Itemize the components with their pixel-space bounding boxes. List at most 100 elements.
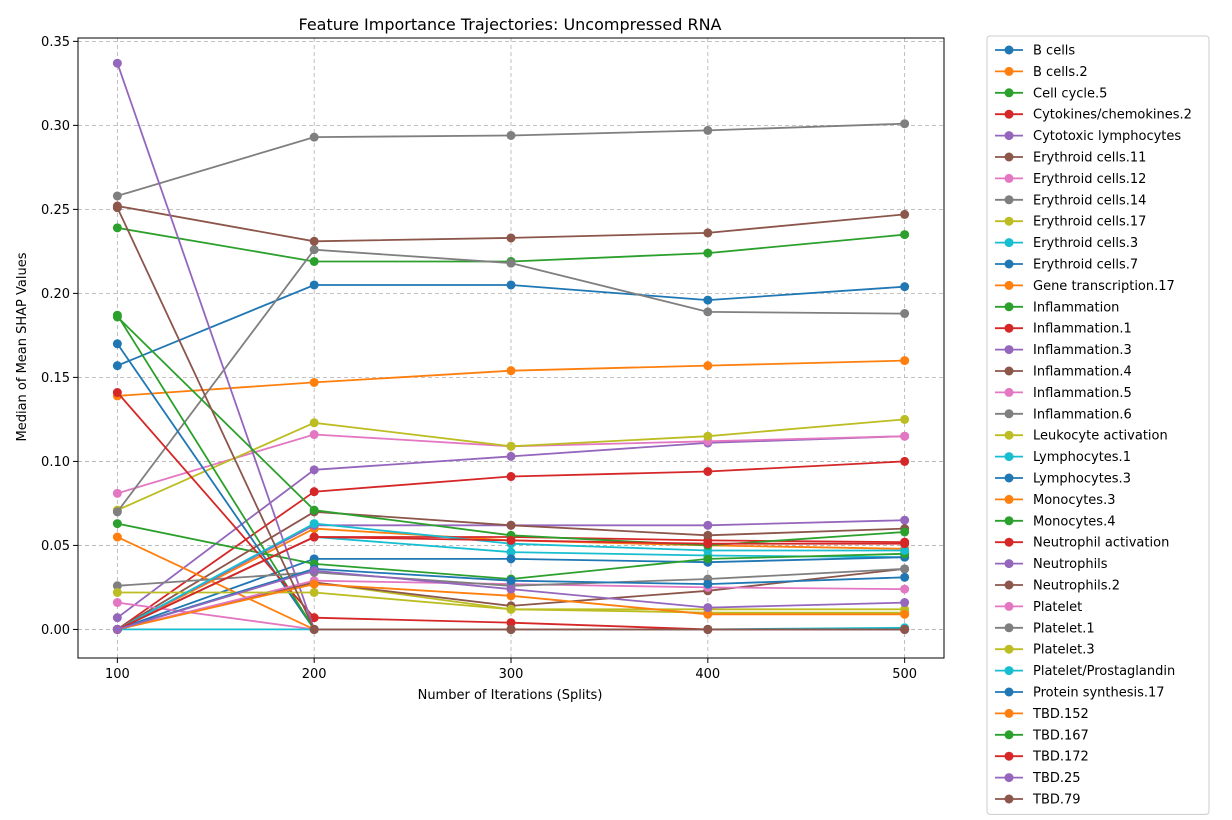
legend-marker — [1004, 366, 1014, 376]
legend-marker — [1004, 259, 1014, 269]
legend-item: Monocytes.4 — [995, 514, 1115, 529]
data-point — [506, 472, 516, 482]
legend-marker — [1004, 109, 1014, 119]
series-1 — [112, 280, 910, 371]
legend-item: B cells — [995, 44, 1075, 59]
legend-marker — [1004, 473, 1014, 483]
x-tick-label: 500 — [892, 667, 917, 682]
data-point — [703, 603, 713, 613]
legend-label: Neutrophils.2 — [1033, 579, 1120, 594]
y-axis-label: Median of Mean SHAP Values — [15, 252, 30, 441]
legend-item: Neutrophils — [995, 557, 1108, 572]
data-point — [112, 191, 122, 201]
data-point — [309, 236, 319, 246]
legend-item: TBD.167 — [995, 728, 1089, 743]
y-tick-label: 0.00 — [41, 623, 70, 638]
legend-item: TBD.172 — [995, 750, 1089, 765]
data-point — [112, 488, 122, 498]
data-point — [900, 431, 910, 441]
data-point — [703, 609, 713, 619]
data-point — [506, 441, 516, 451]
legend-marker — [1004, 409, 1014, 419]
y-tick-label: 0.35 — [41, 35, 70, 50]
legend-item: Lymphocytes.3 — [995, 472, 1131, 487]
legend-label: Lymphocytes.3 — [1033, 472, 1131, 487]
legend-marker — [1004, 559, 1014, 569]
data-point — [112, 532, 122, 542]
data-point — [309, 587, 319, 597]
legend-item: Gene transcription.17 — [995, 279, 1175, 294]
legend-marker — [1004, 302, 1014, 312]
data-point — [703, 125, 713, 135]
y-tick-label: 0.20 — [41, 287, 70, 302]
series-36 — [112, 203, 910, 634]
legend-item: Inflammation — [995, 300, 1119, 315]
data-point — [309, 624, 319, 634]
legend-item: Erythroid cells.12 — [995, 172, 1146, 187]
legend-marker — [1004, 644, 1014, 654]
legend-item: Leukocyte activation — [995, 429, 1168, 444]
data-point — [703, 361, 713, 371]
axes: 100 200 300 400 500 0.00 0.05 0.10 0.15 0.20 0.25 0… — [41, 35, 917, 682]
legend-item: Cell cycle.5 — [995, 86, 1107, 101]
legend-label: TBD.167 — [1032, 728, 1089, 743]
x-tick-label: 100 — [105, 667, 130, 682]
data-point — [112, 519, 122, 529]
y-tick-label: 0.05 — [41, 539, 70, 554]
data-point — [703, 248, 713, 258]
data-point — [112, 613, 122, 623]
legend-item: Platelet/Prostaglandin — [995, 664, 1175, 679]
legend-label: Leukocyte activation — [1033, 429, 1168, 444]
data-point — [703, 579, 713, 589]
legend-marker — [1004, 387, 1014, 397]
data-point — [506, 624, 516, 634]
legend-marker — [1004, 45, 1014, 55]
legend-label: Platelet — [1033, 600, 1082, 615]
data-point — [703, 228, 713, 238]
legend-label: Inflammation.1 — [1033, 322, 1132, 337]
legend-label: Platelet.1 — [1033, 621, 1095, 636]
data-point — [309, 465, 319, 475]
y-tick-label: 0.15 — [41, 371, 70, 386]
data-point — [506, 535, 516, 545]
legend-item: Cytokines/chemokines.2 — [995, 108, 1192, 123]
series-31 — [112, 564, 910, 634]
data-point — [703, 554, 713, 564]
data-point — [703, 624, 713, 634]
y-tick-label: 0.10 — [41, 455, 70, 470]
legend-item: Inflammation.4 — [995, 365, 1132, 380]
y-tick-label: 0.30 — [41, 119, 70, 134]
series-18 — [112, 245, 910, 517]
legend-item: Cytotoxic lymphocytes — [995, 129, 1181, 144]
data-point — [900, 414, 910, 424]
legend-marker — [1004, 452, 1014, 462]
x-tick-label: 400 — [695, 667, 720, 682]
legend-marker — [1004, 345, 1014, 355]
data-point — [703, 431, 713, 441]
legend-marker — [1004, 494, 1014, 504]
data-point — [309, 487, 319, 497]
legend-item: Erythroid cells.14 — [995, 193, 1146, 208]
data-point — [112, 388, 122, 398]
data-point — [506, 576, 516, 586]
data-point — [506, 547, 516, 557]
legend-marker — [1004, 173, 1014, 183]
data-point — [112, 203, 122, 213]
data-point — [112, 361, 122, 371]
data-point — [506, 130, 516, 140]
data-point — [506, 366, 516, 376]
data-point — [506, 520, 516, 530]
legend-item: TBD.152 — [995, 707, 1089, 722]
legend-item: Neutrophil activation — [995, 536, 1169, 551]
data-point — [900, 456, 910, 466]
data-point — [309, 256, 319, 266]
legend-item: Monocytes.3 — [995, 493, 1115, 508]
legend-marker — [1004, 88, 1014, 98]
legend-marker — [1004, 708, 1014, 718]
data-point — [506, 554, 516, 564]
legend-marker — [1004, 131, 1014, 141]
legend-item: Inflammation.1 — [995, 322, 1132, 337]
legend-label: Inflammation.6 — [1033, 407, 1132, 422]
data-point — [900, 564, 910, 574]
legend-item: B cells.2 — [995, 65, 1088, 80]
